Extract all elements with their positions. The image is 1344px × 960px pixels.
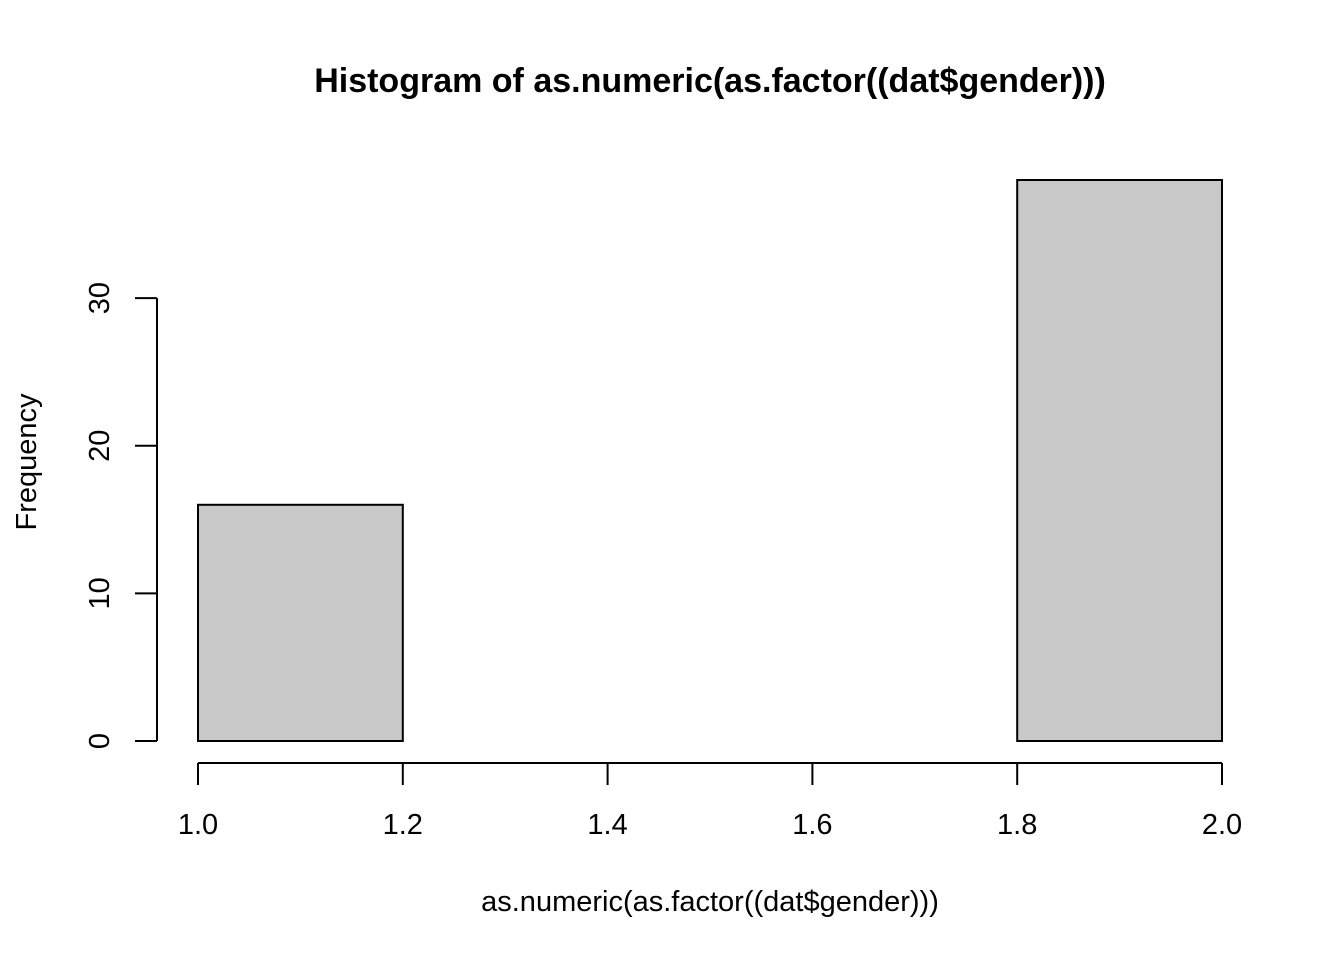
bars-group xyxy=(197,179,1224,742)
histogram-bar-0 xyxy=(197,503,404,742)
chart-title: Histogram of as.numeric(as.factor((dat$g… xyxy=(314,62,1106,100)
y-tick-label: 0 xyxy=(84,733,116,749)
y-tick-label: 30 xyxy=(84,282,116,314)
histogram-bar-4 xyxy=(1016,179,1224,742)
y-axis-label: Frequency xyxy=(11,393,43,531)
x-axis-label: as.numeric(as.factor((dat$gender))) xyxy=(481,886,939,918)
x-tick-label: 1.0 xyxy=(178,809,218,841)
x-tick-label: 1.2 xyxy=(383,809,423,841)
y-axis: 0 10 20 30 xyxy=(84,282,158,749)
y-tick-label: 20 xyxy=(84,430,116,462)
x-tick-label: 2.0 xyxy=(1202,809,1242,841)
x-tick-label: 1.6 xyxy=(792,809,832,841)
x-tick-label: 1.8 xyxy=(997,809,1037,841)
x-axis: 1.0 1.2 1.4 1.6 1.8 2.0 xyxy=(178,762,1242,841)
y-tick-label: 10 xyxy=(84,577,116,609)
x-tick-label: 1.4 xyxy=(587,809,627,841)
